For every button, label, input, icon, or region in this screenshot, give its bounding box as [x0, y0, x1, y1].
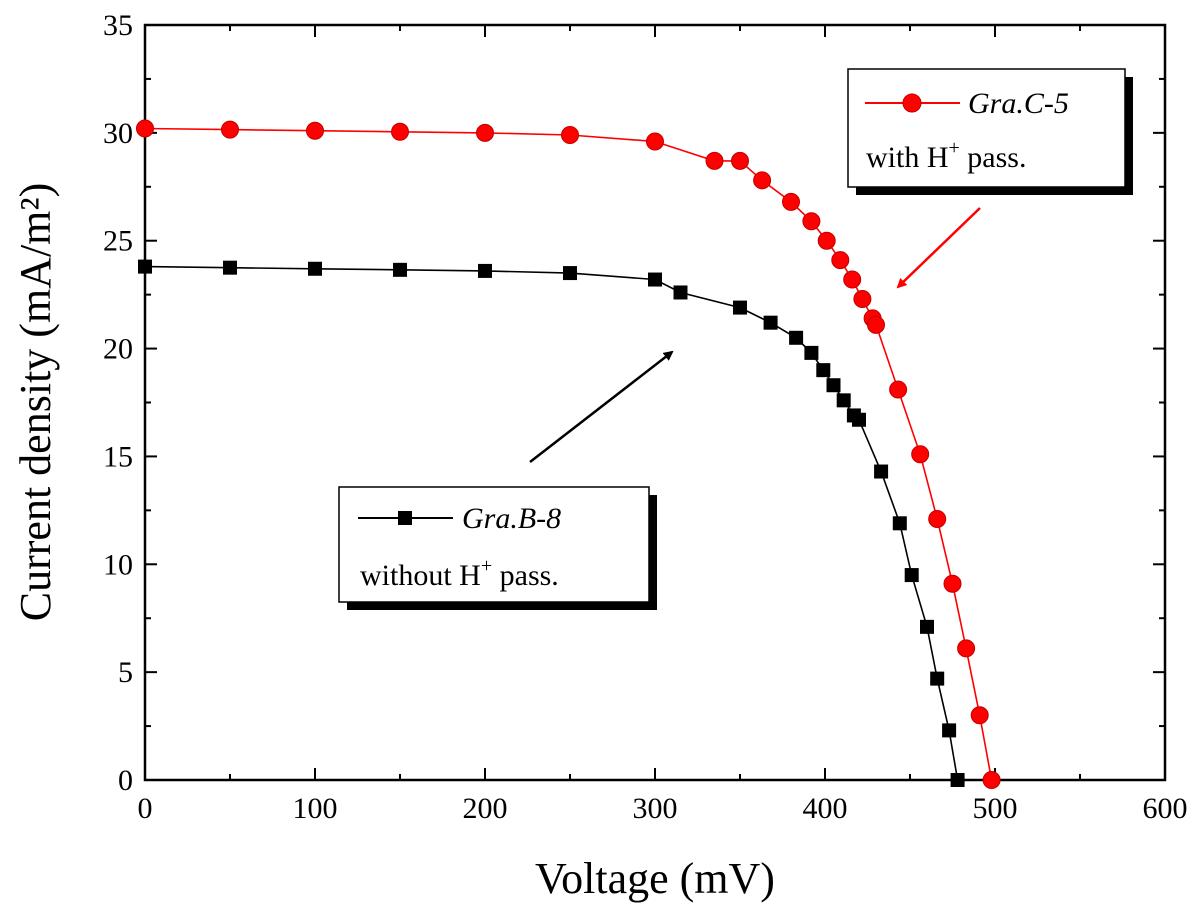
data-point: [928, 509, 947, 528]
series-layer: [136, 119, 1001, 789]
data-point: [892, 516, 907, 531]
y-tick-label: 30: [103, 117, 133, 150]
data-point: [306, 121, 324, 140]
data-point: [646, 132, 664, 151]
x-tick-label: 100: [293, 792, 338, 825]
data-point: [804, 345, 819, 360]
data-point: [853, 289, 872, 308]
x-tick-label: 0: [138, 792, 153, 825]
series-line: [144, 265, 959, 781]
data-point: [911, 445, 930, 464]
legend-subtitle-post: pass.: [960, 141, 1027, 174]
data-point: [789, 330, 804, 345]
data-point: [733, 300, 747, 315]
legend-series-name: Gra.C-5: [968, 87, 1069, 120]
data-point: [802, 212, 821, 231]
legend-series-subtitle: with H+ pass.: [866, 137, 1026, 174]
data-point: [391, 122, 409, 141]
data-point: [852, 412, 866, 427]
arrow-gra-b8: [529, 350, 674, 463]
axis-tick-labels: 0 100 200 300 400 500 600 0 5 10 15 20 25 30 35: [103, 9, 1188, 825]
data-point: [308, 261, 322, 276]
data-point: [561, 126, 579, 145]
legend-subtitle-sup: +: [481, 555, 492, 577]
legend-gra-c5: Gra.C-5 with H+ pass.: [847, 68, 1133, 195]
data-point: [831, 251, 850, 270]
series-gra-b-8: [138, 259, 965, 787]
data-point: [563, 266, 577, 281]
data-point: [970, 706, 989, 725]
y-tick-label: 20: [103, 333, 133, 366]
data-point: [223, 260, 237, 275]
legend-box: [847, 68, 1126, 188]
y-tick-label: 25: [103, 225, 133, 258]
data-point: [874, 464, 889, 479]
data-point: [393, 262, 407, 277]
legend-subtitle-sup: +: [949, 137, 960, 159]
legend-box: [338, 486, 650, 603]
data-point: [826, 378, 841, 393]
data-point: [942, 723, 957, 738]
x-axis-title: Voltage (mV): [535, 854, 775, 903]
legend-marker-circle: [902, 93, 922, 113]
data-point: [836, 393, 851, 408]
legend-series-subtitle: without H+ pass.: [360, 555, 559, 592]
y-tick-label: 35: [103, 9, 133, 42]
x-tick-label: 200: [463, 792, 508, 825]
arrow-gra-c5: [896, 207, 981, 289]
data-point: [753, 171, 772, 190]
data-point: [476, 123, 494, 142]
data-point: [138, 259, 152, 274]
y-tick-label: 0: [118, 764, 133, 797]
y-tick-label: 10: [103, 548, 133, 581]
data-point: [673, 285, 688, 300]
data-point: [731, 151, 749, 170]
legend-subtitle-pre: without H: [360, 559, 481, 592]
data-point: [943, 574, 962, 593]
y-tick-label: 15: [103, 440, 133, 473]
legend-subtitle-post: pass.: [492, 559, 559, 592]
data-point: [930, 671, 945, 686]
data-point: [136, 119, 154, 138]
series-gra-c-5: [136, 119, 1001, 789]
data-point: [904, 568, 919, 583]
y-tick-label: 5: [118, 656, 133, 689]
data-point: [221, 120, 239, 139]
data-point: [843, 270, 862, 289]
data-point: [982, 771, 1001, 789]
axis-ticks: [144, 24, 1166, 781]
data-point: [648, 272, 662, 287]
y-axis-title: Current density (mA/m²): [11, 183, 60, 621]
series-line: [144, 127, 993, 781]
x-tick-label: 600: [1143, 792, 1188, 825]
data-point: [782, 192, 800, 211]
data-point: [763, 315, 778, 330]
legend-series-name: Gra.B-8: [462, 502, 561, 535]
x-tick-label: 300: [633, 792, 678, 825]
data-point: [867, 315, 885, 334]
data-point: [705, 151, 724, 170]
x-tick-label: 400: [803, 792, 848, 825]
data-point: [950, 773, 965, 787]
data-point: [478, 263, 492, 278]
data-point: [816, 363, 831, 378]
x-tick-label: 500: [973, 792, 1018, 825]
data-point: [817, 231, 836, 250]
legend-gra-b8: Gra.B-8 without H+ pass.: [338, 486, 657, 610]
legend-subtitle-pre: with H: [866, 141, 949, 174]
data-point: [920, 619, 934, 634]
data-point: [957, 639, 976, 658]
legend-marker-square: [398, 511, 412, 525]
data-point: [889, 380, 908, 399]
